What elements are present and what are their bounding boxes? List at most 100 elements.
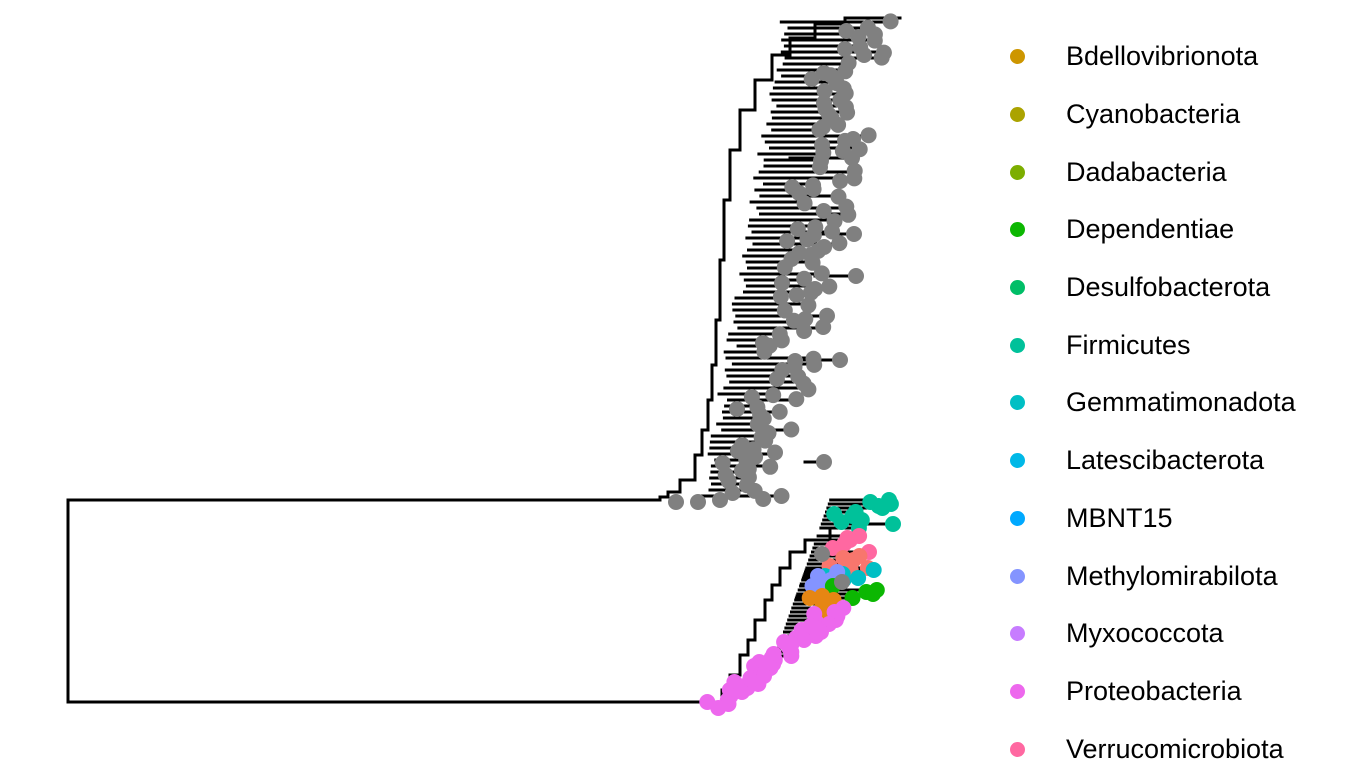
legend-label: Verrucomicrobiota [1066, 733, 1284, 764]
tree-branches [66, 16, 902, 710]
tree-branch [778, 550, 792, 570]
legend-swatch-icon [1010, 683, 1025, 699]
legend-label: MBNT15 [1066, 502, 1173, 533]
tree-tip [885, 516, 901, 532]
tree-tip [762, 458, 779, 475]
tree-tip [779, 233, 796, 249]
tree-tip [789, 221, 806, 237]
tree-tip [837, 63, 854, 80]
legend-label: Dependentiae [1066, 214, 1235, 245]
legend-item: Dependentiae [1004, 201, 1347, 259]
tree-tip [768, 371, 785, 387]
tree-tip [765, 387, 782, 404]
tree-tip [772, 288, 789, 305]
tree-branch [658, 490, 670, 499]
legend-label: Cyanobacteria [1066, 99, 1241, 130]
tree-branch [718, 198, 726, 262]
tree-tip [788, 391, 805, 408]
legend-item: Proteobacteria [1004, 663, 1347, 721]
tree-branch [714, 258, 722, 322]
tree-tip [776, 259, 793, 276]
legend-swatch-icon [1010, 510, 1025, 526]
legend-label: Gemmatimonadota [1066, 387, 1296, 418]
tree-tip [796, 270, 813, 287]
tree-tip [710, 700, 727, 716]
tree-branch [753, 53, 774, 82]
legend-item: MBNT15 [1004, 490, 1347, 548]
tree-tip [844, 150, 860, 166]
tree-tip [860, 127, 877, 144]
tree-branch [700, 398, 710, 432]
tree-tip [804, 254, 821, 271]
tree-tip [803, 71, 820, 87]
tree-tip [805, 181, 822, 198]
legend-swatch-icon [1010, 49, 1025, 65]
tree-tip [834, 574, 850, 590]
tree-tip [800, 381, 817, 398]
tree-branch [693, 428, 704, 457]
tree-tip [814, 546, 830, 562]
legend-swatch-icon [1010, 626, 1025, 642]
tree-branch [728, 108, 742, 152]
tree-tip [838, 23, 855, 39]
tree-tip [848, 268, 864, 284]
tree-tip [840, 206, 857, 223]
tree-tip [783, 421, 800, 438]
tree-tip [850, 570, 867, 586]
tree-tip [816, 454, 832, 470]
tree-tip [783, 648, 800, 664]
tree-tip [865, 586, 881, 602]
tree-tip [812, 159, 828, 176]
tree-tip [824, 223, 841, 240]
tree-tip [749, 416, 766, 433]
tree-tip [767, 444, 783, 461]
legend-item: Bdellovibrionota [1004, 28, 1347, 86]
tree-tip [839, 104, 856, 121]
tree-tip [802, 284, 819, 301]
tree-branch [753, 598, 767, 622]
tree-branch [722, 148, 732, 202]
tree-tip [729, 401, 745, 417]
legend-swatch-icon [1010, 337, 1025, 353]
tree-branch [788, 538, 807, 554]
tree-tip [865, 562, 882, 578]
tree-tip [668, 494, 684, 510]
legend-swatch-icon [1010, 222, 1025, 238]
tree-tip [837, 41, 853, 57]
phylogenetic-tree [66, 13, 902, 716]
tree-tip [832, 173, 849, 189]
legend-item: Gemmatimonadota [1004, 374, 1347, 432]
tree-branch [803, 526, 832, 542]
tree-tip [755, 491, 772, 507]
tree-tip [813, 265, 830, 282]
tree-branch [770, 36, 792, 57]
tree-tip [714, 455, 731, 471]
legend-label: Bdellovibrionota [1066, 41, 1259, 72]
legend-swatch-icon [1010, 164, 1025, 180]
legend-item: Cyanobacteria [1004, 86, 1347, 144]
tree-branch [788, 22, 817, 40]
tree-tip [874, 500, 891, 516]
legend-item: Methylomirabilota [1004, 547, 1347, 605]
tree-tip [811, 121, 828, 138]
tree-branch [666, 478, 682, 494]
tree-tip [785, 312, 802, 329]
legend-swatch-icon [1010, 280, 1025, 296]
tree-tip [776, 302, 793, 319]
tree-branch [710, 318, 718, 367]
legend: Bdellovibrionota Cyanobacteria Dadabacteri… [1004, 28, 1347, 778]
tree-tip [800, 297, 817, 314]
tree-tip [821, 278, 838, 295]
tree-tip [771, 403, 788, 420]
tree-branch [706, 363, 714, 402]
legend-item: Dadabacteria [1004, 143, 1347, 201]
tree-tip [815, 203, 832, 219]
tree-branch [763, 583, 774, 602]
tree-branch [678, 453, 697, 482]
tree-branch [738, 638, 750, 657]
tree-tip [846, 170, 863, 187]
tree-tip [846, 226, 862, 242]
legend-label: Methylomirabilota [1066, 560, 1278, 591]
legend-label: Latescibacterota [1066, 445, 1265, 476]
tree-branch [770, 566, 782, 587]
